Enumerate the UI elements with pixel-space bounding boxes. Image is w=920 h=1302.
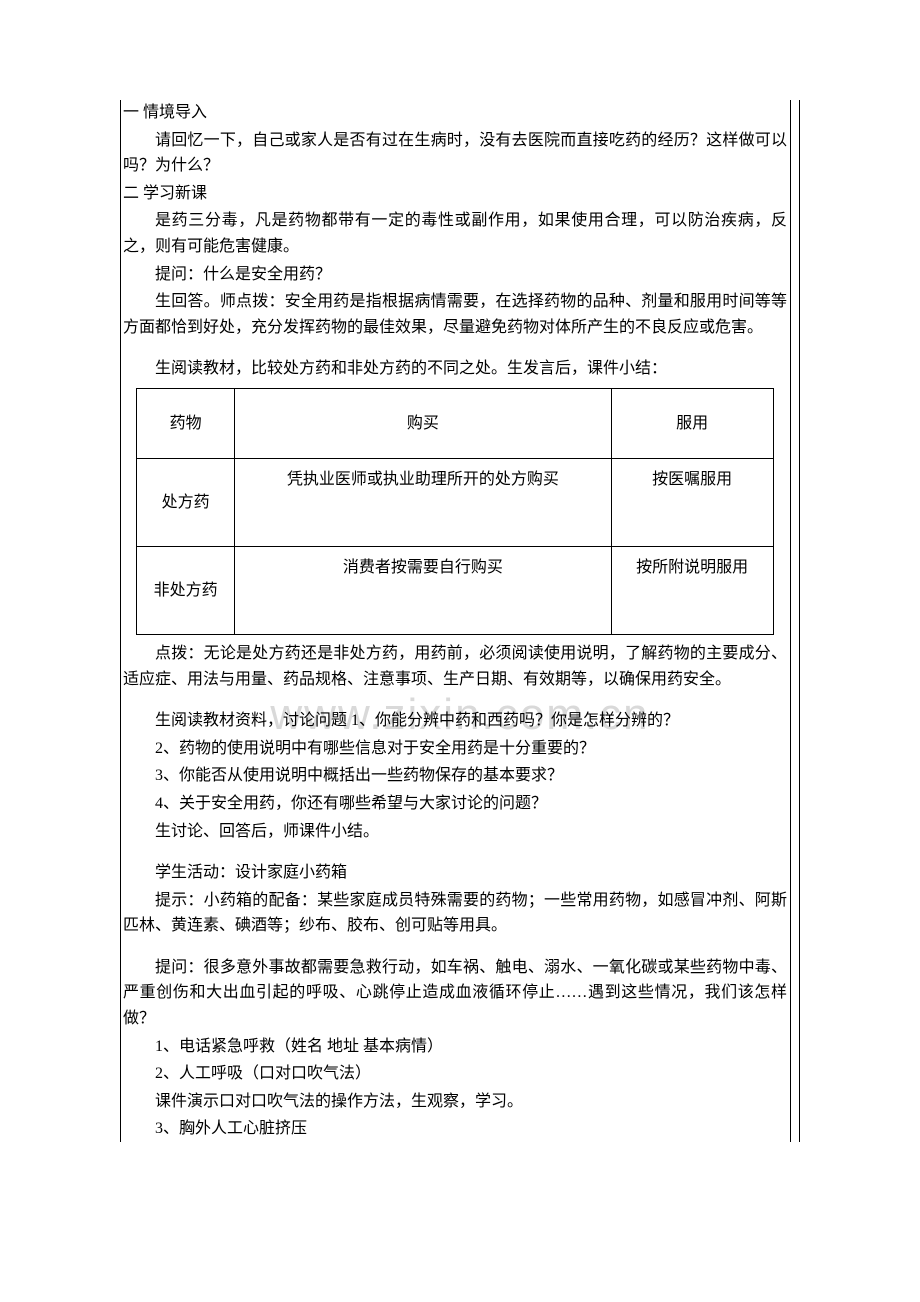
table-cell: 非处方药: [137, 546, 235, 634]
table-cell: 按所附说明服用: [611, 546, 773, 634]
table-cell: 凭执业医师或执业助理所开的处方购买: [235, 458, 611, 546]
section5-i2: 2、人工呼吸（口对口吹气法）: [123, 1061, 787, 1087]
section3-q2: 2、药物的使用说明中有哪些信息对于安全用药是十分重要的？: [123, 736, 787, 762]
table-header-1: 药物: [137, 388, 235, 458]
section2-p2: 提问：什么是安全用药？: [123, 262, 787, 288]
table-cell: 消费者按需要自行购买: [235, 546, 611, 634]
table-header-row: 药物 购买 服用: [137, 388, 773, 458]
section4-p2: 提示：小药箱的配备：某些家庭成员特殊需要的药物；一些常用药物，如感冒冲剂、阿斯匹…: [123, 888, 787, 939]
table-header-2: 购买: [235, 388, 611, 458]
section1-title: 一 情境导入: [123, 100, 787, 126]
table-header-3: 服用: [611, 388, 773, 458]
section3-p3: 生讨论、回答后，师课件小结。: [123, 819, 787, 845]
medicine-table: 药物 购买 服用 处方药 凭执业医师或执业助理所开的处方购买 按医嘱服用 非处方…: [136, 388, 773, 635]
section3-q4: 4、关于安全用药，你还有哪些希望与大家讨论的问题？: [123, 791, 787, 817]
section1-p1: 请回忆一下，自己或家人是否有过在生病时，没有去医院而直接吃药的经历？这样做可以吗…: [123, 128, 787, 179]
section5-p1: 提问：很多意外事故都需要急救行动，如车祸、触电、溺水、一氧化碳或某些药物中毒、严…: [123, 955, 787, 1032]
section5-p2: 课件演示口对口吹气法的操作方法，生观察，学习。: [123, 1089, 787, 1115]
section2-title: 二 学习新课: [123, 181, 787, 207]
section4-p1: 学生活动：设计家庭小药箱: [123, 860, 787, 886]
section2-p3: 生回答。师点拨：安全用药是指根据病情需要，在选择药物的品种、剂量和服用时间等等方…: [123, 289, 787, 340]
section2-p4: 生阅读教材，比较处方药和非处方药的不同之处。生发言后，课件小结：: [123, 356, 787, 382]
section3-q3: 3、你能否从使用说明中概括出一些药物保存的基本要求？: [123, 763, 787, 789]
section3-p2: 生阅读教材资料，讨论问题 1、你能分辨中药和西药吗？你是怎样分辨的？: [123, 708, 787, 734]
table-cell: 处方药: [137, 458, 235, 546]
table-row: 处方药 凭执业医师或执业助理所开的处方购买 按医嘱服用: [137, 458, 773, 546]
table-row: 非处方药 消费者按需要自行购买 按所附说明服用: [137, 546, 773, 634]
document-content: 一 情境导入 请回忆一下，自己或家人是否有过在生病时，没有去医院而直接吃药的经历…: [123, 100, 797, 1142]
right-divider: [790, 100, 791, 1142]
document-container: 一 情境导入 请回忆一下，自己或家人是否有过在生病时，没有去医院而直接吃药的经历…: [120, 100, 800, 1142]
table-cell: 按医嘱服用: [611, 458, 773, 546]
section3-p1: 点拨：无论是处方药还是非处方药，用药前，必须阅读使用说明，了解药物的主要成分、适…: [123, 641, 787, 692]
section2-p1: 是药三分毒，凡是药物都带有一定的毒性或副作用，如果使用合理，可以防治疾病，反之，…: [123, 208, 787, 259]
section5-i3: 3、胸外人工心脏挤压: [123, 1116, 787, 1142]
section5-i1: 1、电话紧急呼救（姓名 地址 基本病情）: [123, 1034, 787, 1060]
